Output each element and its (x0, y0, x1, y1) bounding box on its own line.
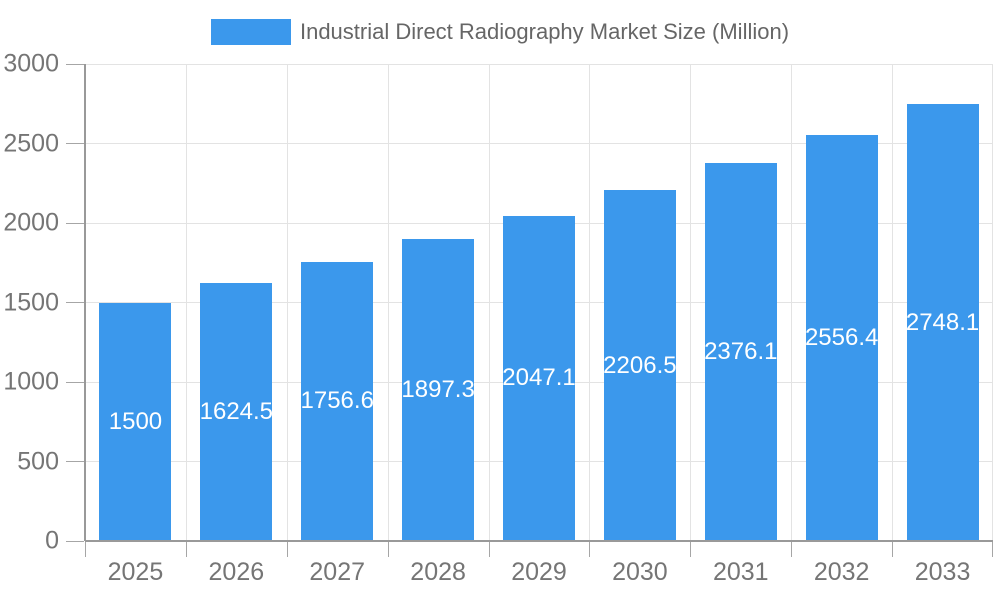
bar[interactable] (906, 104, 979, 541)
bar[interactable] (301, 261, 374, 541)
x-gridline (286, 64, 288, 541)
x-gridline (589, 64, 591, 541)
x-axis-label: 2026 (208, 558, 265, 586)
bar[interactable] (704, 163, 777, 541)
y-axis-label: 1500 (3, 288, 59, 316)
x-axis-tick (185, 542, 187, 557)
x-axis-label: 2029 (511, 558, 567, 586)
y-axis-line (84, 64, 86, 541)
y-axis-tick (66, 302, 84, 303)
x-gridline (387, 64, 389, 541)
y-gridline (85, 63, 993, 65)
x-axis-tick (892, 542, 894, 557)
bar[interactable] (99, 302, 172, 541)
x-axis-tick (589, 542, 591, 557)
x-axis-tick (387, 542, 389, 557)
x-gridline (791, 64, 793, 541)
legend-swatch (210, 19, 291, 45)
bar[interactable] (402, 239, 475, 541)
x-axis-label: 2030 (612, 558, 668, 586)
x-gridline (992, 64, 993, 541)
bar[interactable] (603, 190, 676, 541)
x-axis-label: 2031 (712, 558, 769, 586)
x-gridline (488, 64, 490, 541)
y-axis-label: 3000 (3, 49, 59, 78)
legend[interactable]: Industrial Direct Radiography Market Siz… (0, 19, 1000, 45)
y-axis-label: 1000 (3, 367, 59, 396)
y-axis-tick (66, 540, 84, 542)
x-gridline (185, 64, 187, 541)
bar[interactable] (805, 134, 878, 541)
y-axis-label: 2500 (3, 129, 59, 157)
y-axis-label: 0 (45, 526, 59, 555)
bar[interactable] (503, 215, 575, 541)
x-axis-label: 2025 (107, 558, 164, 586)
x-axis-label: 2033 (914, 558, 971, 586)
x-axis-label: 2032 (813, 558, 870, 586)
y-axis-tick (66, 222, 84, 224)
x-axis-tick (992, 542, 993, 557)
x-axis-tick (85, 542, 86, 557)
y-gridline (85, 143, 993, 144)
x-axis-tick (488, 542, 490, 557)
x-axis-tick (286, 542, 288, 557)
y-axis-label: 2000 (3, 208, 59, 237)
legend-label: Industrial Direct Radiography Market Siz… (299, 19, 790, 44)
y-axis-label: 500 (17, 447, 59, 475)
x-axis-tick (791, 542, 793, 557)
x-axis-label: 2028 (410, 558, 466, 586)
x-gridline (690, 64, 692, 541)
x-axis-label: 2027 (309, 558, 366, 586)
y-axis-tick (66, 461, 84, 462)
x-axis-line (85, 540, 993, 542)
bar[interactable] (200, 282, 273, 541)
x-gridline (892, 64, 894, 541)
y-axis-tick (66, 381, 84, 383)
plot-area: 0 500 1000 1500 2000 2500 3000 1500 2025 1624.5 20… (3, 50, 993, 586)
y-axis-tick (66, 63, 84, 65)
x-axis-tick (690, 542, 692, 557)
y-axis-tick (66, 143, 84, 144)
